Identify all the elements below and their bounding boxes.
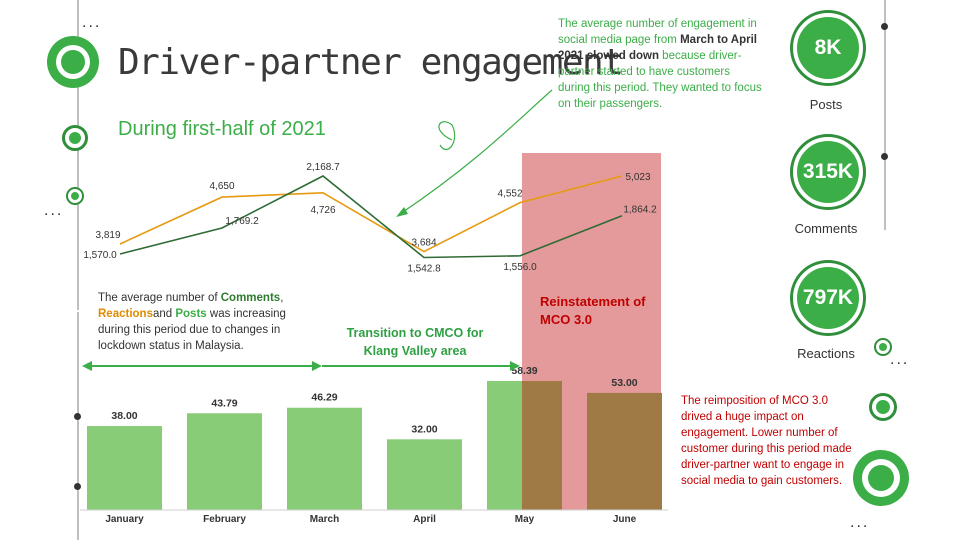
x-tick-label: April bbox=[413, 514, 436, 525]
bar-march bbox=[287, 407, 362, 510]
note-left-comments: Comments bbox=[220, 292, 281, 304]
note-left-posts: Posts bbox=[175, 308, 207, 320]
lines-group bbox=[119, 175, 623, 259]
ring-decor bbox=[61, 50, 85, 74]
ring-decor bbox=[71, 192, 79, 200]
left-vertical-line bbox=[77, 0, 79, 310]
note-top-text: The average number of engagement in soci… bbox=[558, 18, 757, 46]
reactions-point-label: 4,726 bbox=[310, 205, 335, 216]
reactions-point-label: 5,023 bbox=[625, 172, 650, 183]
comments-stat-label: Comments bbox=[794, 221, 858, 236]
note-right: The reimposition of MCO 3.0 drived a hug… bbox=[681, 395, 852, 487]
bar-april bbox=[387, 439, 462, 510]
transition-arrow-mid-head bbox=[312, 361, 322, 371]
bar-value-label: 38.00 bbox=[111, 410, 137, 422]
bar-value-label: 43.79 bbox=[211, 397, 237, 409]
bar-february bbox=[187, 413, 262, 510]
note-left-text-end: was increasing during this period due to… bbox=[98, 308, 286, 352]
transition-annotation: Transition to CMCO for Klang Valley area bbox=[346, 326, 484, 358]
decor-dot bbox=[74, 483, 81, 490]
note-left-comma: , bbox=[280, 292, 284, 304]
x-tick-label: June bbox=[613, 514, 637, 525]
note-left-text: The average number of bbox=[98, 292, 221, 304]
ellipsis-decor: ... bbox=[890, 351, 910, 368]
page-title: Driver-partner engagement bbox=[118, 42, 624, 83]
callout-arrow-head bbox=[396, 207, 408, 217]
ring-decor bbox=[868, 465, 894, 491]
posts-stat-circle: 8K bbox=[793, 13, 863, 83]
left-vertical-line-lower bbox=[77, 312, 79, 540]
posts-stat-value: 8K bbox=[814, 36, 842, 59]
reactions-stat-label: Reactions bbox=[797, 346, 855, 361]
comments-point-label: 1,570.0 bbox=[83, 250, 117, 261]
bars-group bbox=[87, 381, 662, 510]
decor-dot bbox=[74, 413, 81, 420]
x-tick-label: March bbox=[310, 514, 339, 525]
x-tick-label: May bbox=[515, 514, 535, 525]
ring-decor bbox=[876, 400, 890, 414]
reactions-point-label: 3,684 bbox=[411, 238, 436, 249]
bar-value-label: 46.29 bbox=[311, 392, 337, 404]
comments-line bbox=[119, 175, 623, 259]
ellipsis-decor: ... bbox=[850, 514, 870, 531]
reactions-point-label: 4,650 bbox=[209, 181, 234, 192]
note-top: The average number of engagement in soci… bbox=[558, 16, 763, 112]
ellipsis-decor: ... bbox=[82, 14, 102, 31]
reinstatement-annotation: Reinstatement of MCO 3.0 bbox=[540, 294, 646, 327]
callout-arrow bbox=[399, 89, 553, 215]
reactions-point-label: 4,552 bbox=[497, 189, 522, 200]
comments-stat-value: 315K bbox=[802, 160, 854, 183]
note-top-text-end: because driver-partner started to have c… bbox=[558, 50, 762, 110]
x-tick-label: February bbox=[203, 514, 246, 525]
note-left-and: and bbox=[152, 308, 176, 320]
decor-dot bbox=[881, 23, 888, 30]
note-top-bold: March to April 2021 slowed down bbox=[558, 34, 757, 62]
reactions-line bbox=[119, 175, 623, 253]
bar-may-outside bbox=[487, 381, 522, 510]
comments-point-label: 1,542.8 bbox=[407, 264, 441, 275]
bar-january bbox=[87, 426, 162, 510]
bar-value-label: 53.00 bbox=[611, 377, 637, 389]
decor-dot bbox=[881, 153, 888, 160]
reactions-stat-value: 797K bbox=[802, 286, 854, 309]
x-tick-label: January bbox=[105, 514, 144, 525]
ring-decor bbox=[69, 132, 81, 144]
posts-stat-label: Posts bbox=[809, 97, 843, 112]
comments-stat-circle: 315K bbox=[793, 137, 863, 207]
bar-value-label: 58.39 bbox=[511, 365, 537, 377]
reactions-stat-circle: 797K bbox=[793, 263, 863, 333]
ring-decor bbox=[879, 343, 887, 351]
note-left-reactions: Reactions bbox=[98, 308, 153, 320]
bar-value-label: 32.00 bbox=[411, 423, 437, 435]
right-vertical-line bbox=[884, 0, 886, 230]
labels-group: 38.00 January 43.79 February 46.29 March 32.00… bbox=[83, 162, 657, 525]
reactions-point-label: 3,819 bbox=[95, 230, 120, 241]
page-subtitle: During first-half of 2021 bbox=[118, 118, 326, 140]
transition-arrow-right-head bbox=[510, 361, 520, 371]
comments-point-label: 1,769.2 bbox=[225, 216, 259, 227]
ellipsis-decor: ... bbox=[44, 202, 64, 219]
note-left: The average number of Comments, Reaction… bbox=[98, 290, 313, 354]
transition-arrow-left-head bbox=[82, 361, 92, 371]
comments-point-label: 2,168.7 bbox=[306, 162, 340, 173]
comments-point-label: 1,556.0 bbox=[503, 262, 537, 273]
bar-june bbox=[587, 392, 662, 510]
comments-point-label: 1,864.2 bbox=[623, 205, 657, 216]
